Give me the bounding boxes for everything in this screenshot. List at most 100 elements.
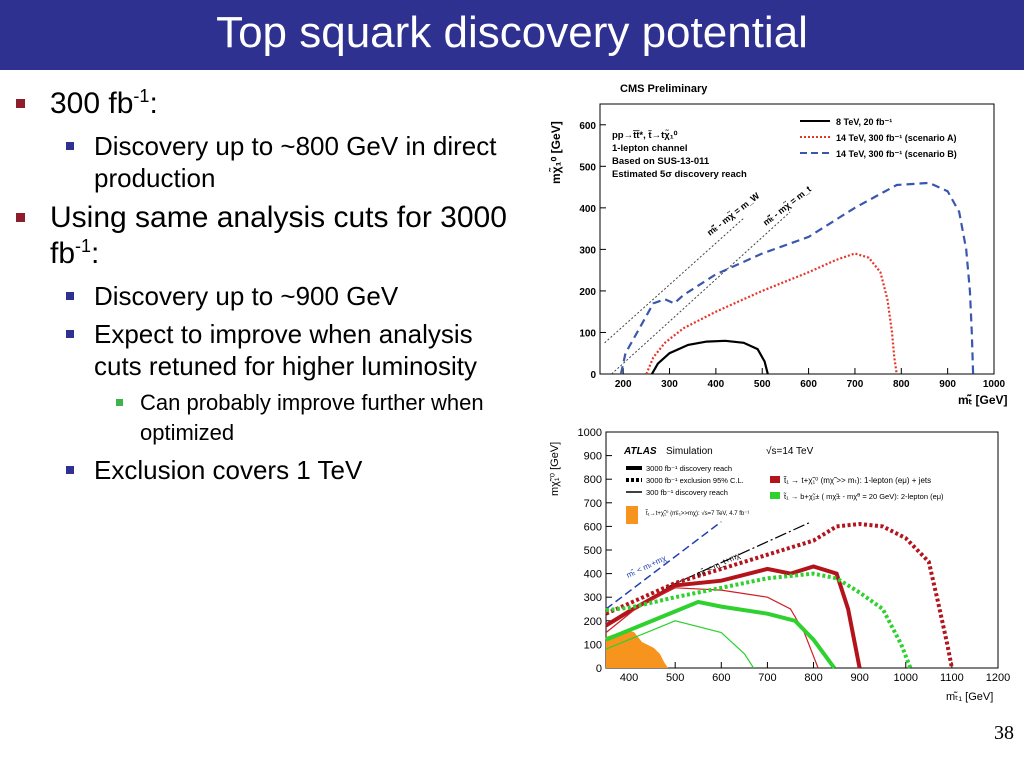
x-tick-label: 500 <box>754 379 771 390</box>
slide-number: 38 <box>994 722 1014 744</box>
y-tick-label: 900 <box>584 451 602 463</box>
sub-bullet-discovery-900: Discovery up to ~900 GeV <box>14 280 514 312</box>
sub-bullet-discovery-800: Discovery up to ~800 GeV in direct produ… <box>14 130 514 194</box>
cms-header: CMS Preliminary <box>620 83 708 95</box>
cms-legend-2: 14 TeV, 300 fb⁻¹ (scenario A) <box>836 133 956 143</box>
bullet-marker <box>16 213 25 222</box>
cms-info-4: Estimated 5σ discovery reach <box>612 169 747 180</box>
y-tick-label: 600 <box>584 521 602 533</box>
series-line-3 <box>605 599 836 670</box>
bullet-marker <box>16 99 25 108</box>
y-tick-label: 0 <box>596 663 602 675</box>
x-tick-label: 500 <box>666 672 684 684</box>
atlas-orange-region <box>606 630 668 668</box>
series-line-2 <box>619 181 975 375</box>
atlas-legend-1: 3000 fb⁻¹ discovery reach <box>646 464 732 473</box>
sub-bullet-expect-improve: Expect to improve when analysis cuts ret… <box>14 318 514 382</box>
y-tick-label: 0 <box>590 370 596 381</box>
atlas-plot: 400 500 600 700 800 900 1000 1100 1200 0 100 200 300… <box>538 422 1018 712</box>
sub-bullet-marker <box>66 330 74 338</box>
sub-sub-bullet-marker <box>116 399 123 406</box>
y-tick-label: 200 <box>584 616 602 628</box>
series-line-4 <box>605 571 913 669</box>
x-tick-label: 700 <box>847 379 864 390</box>
sub-bullet-marker <box>66 466 74 474</box>
series-line-1 <box>645 252 898 375</box>
x-tick-label: 200 <box>615 379 632 390</box>
atlas-diagonal-black <box>665 522 810 589</box>
y-tick-label: 400 <box>579 204 596 215</box>
y-tick-label: 100 <box>584 639 602 651</box>
x-tick-label: 700 <box>758 672 776 684</box>
x-tick-label: 800 <box>804 672 822 684</box>
x-tick-label: 600 <box>800 379 817 390</box>
cms-plot-background <box>538 74 1018 414</box>
cms-axes: 200 300 400 500 600 700 800 900 1000 0 100 200 300 40… <box>579 121 1005 390</box>
y-tick-label: 500 <box>584 545 602 557</box>
y-tick-label: 300 <box>579 245 596 256</box>
x-tick-label: 900 <box>939 379 956 390</box>
x-tick-label: 900 <box>850 672 868 684</box>
y-tick-label: 200 <box>579 287 596 298</box>
atlas-diagonal-lines <box>605 521 810 610</box>
cms-legend-1: 8 TeV, 20 fb⁻¹ <box>836 117 892 127</box>
atlas-legend-green: t̃₁ → b+χ̃₁± ( mχ̃± - mχ̃⁰ = 20 GeV): 2-… <box>783 492 944 501</box>
atlas-legend-2: 3000 fb⁻¹ exclusion 95% C.L. <box>646 476 744 485</box>
y-tick-label: 1000 <box>578 427 602 439</box>
cms-info-2: 1-lepton channel <box>612 143 687 154</box>
atlas-legend-red: t̃₁ → t+χ̃₁⁰ (mχ̃ >> mₜ): 1-lepton (eμ) … <box>783 476 931 485</box>
cms-diagonal-lines <box>604 211 791 375</box>
series-line-5 <box>605 620 755 669</box>
cms-diagonal-w <box>604 217 745 344</box>
x-tick-label: 300 <box>661 379 678 390</box>
y-tick-label: 300 <box>584 592 602 604</box>
y-tick-label: 100 <box>579 328 596 339</box>
sub-bullet-exclusion: Exclusion covers 1 TeV <box>14 454 514 486</box>
sub-bullet-marker <box>66 292 74 300</box>
atlas-legend-4: t̃₁→t+χ̃₁⁰ (mₜ̃₁>>mχ): √s=7 TeV, 4.7 fb⁻… <box>645 510 750 517</box>
cms-plot: CMS Preliminary 200 300 400 500 600 700 800 900… <box>538 74 1018 414</box>
title-bar <box>0 0 1024 70</box>
x-tick-label: 1000 <box>894 672 918 684</box>
atlas-header-sim: Simulation <box>666 446 713 457</box>
atlas-header: ATLAS <box>623 446 657 457</box>
x-tick-label: 800 <box>893 379 910 390</box>
x-tick-label: 400 <box>708 379 725 390</box>
cms-diagonal-t <box>611 211 791 375</box>
x-tick-label: 1100 <box>940 672 964 684</box>
cms-xlabel: mₜ̃ [GeV] <box>958 393 1008 407</box>
series-line-0 <box>650 339 769 375</box>
x-tick-label: 400 <box>620 672 638 684</box>
atlas-series <box>604 521 954 670</box>
atlas-energy: √s=14 TeV <box>766 445 814 457</box>
atlas-legend-3: 300 fb⁻¹ discovery reach <box>646 488 728 497</box>
bullet-list: 300 fb-1: Discovery up to ~800 GeV in di… <box>14 84 514 492</box>
sub-sub-bullet-optimized: Can probably improve further when optimi… <box>14 388 514 448</box>
y-tick-label: 400 <box>584 569 602 581</box>
x-tick-label: 1200 <box>986 672 1010 684</box>
atlas-diagonal-blue <box>605 521 722 610</box>
series-line-0 <box>604 564 862 669</box>
atlas-legend-swatch-green <box>770 492 780 499</box>
y-tick-label: 700 <box>584 498 602 510</box>
atlas-legend-swatch-4 <box>626 506 638 524</box>
atlas-axes: 400 500 600 700 800 900 1000 1100 1200 0 100 200 300… <box>578 427 1011 684</box>
bullet-3000fb: Using same analysis cuts for 3000 fb-1: <box>14 200 514 272</box>
slide-title: Top squark discovery potential <box>216 8 808 57</box>
y-tick-label: 600 <box>579 121 596 132</box>
cms-ylabel: mχ̃₁⁰ [GeV] <box>548 121 563 184</box>
x-tick-label: 600 <box>712 672 730 684</box>
bullet-300fb: 300 fb-1: <box>14 86 514 122</box>
cms-info-3: Based on SUS-13-011 <box>612 156 710 167</box>
cms-info-1: pp→t̃t̃*, t̃→tχ̃₁⁰ <box>612 129 678 141</box>
atlas-ylabel: mχ̃₁⁰ [GeV] <box>549 442 561 496</box>
atlas-xlabel: mₜ̃₁ [GeV] <box>946 691 993 703</box>
atlas-legend-swatch-red <box>770 476 780 483</box>
cms-frame <box>599 103 995 375</box>
cms-series <box>619 181 975 375</box>
series-line-1 <box>605 521 954 669</box>
y-tick-label: 500 <box>579 162 596 173</box>
cms-legend-3: 14 TeV, 300 fb⁻¹ (scenario B) <box>836 149 957 159</box>
series-line-2 <box>605 587 819 669</box>
sub-bullet-marker <box>66 142 74 150</box>
